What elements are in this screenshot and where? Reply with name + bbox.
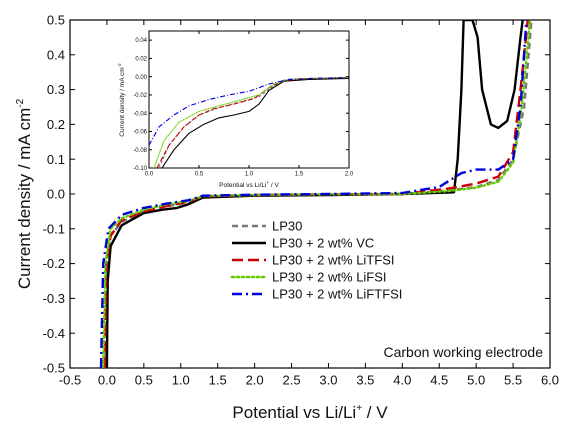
main-x-tick-label: 1.5	[209, 373, 227, 388]
main-y-tick-label: 0.5	[47, 13, 65, 28]
inset-x-tick-label: 0.0	[145, 171, 154, 177]
main-x-tick-label: 2.5	[282, 373, 300, 388]
main-y-tick-label: 0.3	[47, 82, 65, 97]
main-x-tick-label: 4.5	[430, 373, 448, 388]
main-x-tick-label: 6.0	[541, 373, 559, 388]
inset-y-tick-label: 0.04	[135, 38, 147, 44]
inset-y-tick-label: -0.04	[133, 111, 147, 117]
inset-x-axis: 0.0 0.5 1.0 1.5 2.0	[145, 31, 354, 177]
inset-x-tick-label: 2.0	[345, 171, 354, 177]
main-x-tick-label: 1.0	[172, 373, 190, 388]
legend-label-lp30-2-wt-lifsi: LP30 + 2 wt% LiFSI	[272, 270, 387, 285]
main-x-axis-title: Potential vs Li/Li+ / V	[232, 403, 388, 422]
inset-series-group	[149, 77, 349, 168]
legend-label-lp30-2-wt-liftfsi: LP30 + 2 wt% LiFTFSI	[272, 287, 402, 302]
main-y-tick-label: 0.1	[47, 152, 65, 167]
legend-label-lp30-2-wt-litfsi: LP30 + 2 wt% LiTFSI	[272, 253, 394, 268]
main-x-tick-label: 0.0	[98, 373, 116, 388]
main-y-tick-label: -0.1	[43, 221, 65, 236]
main-x-tick-label: 3.0	[319, 373, 337, 388]
legend: LP30 LP30 + 2 wt% VC LP30 + 2 wt% LiTFSI LP…	[230, 219, 402, 302]
inset-series-lp30-2-wt-liftfsi	[149, 77, 349, 146]
main-y-axis: -0.5 -0.4 -0.3 -0.2 -0.1 0.0 0.1 0.2 0.3 0.4 0.5	[43, 13, 550, 376]
inset-x-tick-label: 1.5	[295, 171, 304, 177]
main-x-tick-label: 5.5	[504, 373, 522, 388]
inset-series-lp30-2-wt-vc	[161, 77, 349, 168]
inset-y-tick-label: 0.00	[135, 75, 147, 81]
inset-x-tick-label: 1.0	[245, 171, 254, 177]
inset-y-tick-label: -0.02	[133, 93, 147, 99]
legend-label-lp30-2-wt-vc: LP30 + 2 wt% VC	[272, 236, 374, 251]
main-x-tick-label: 2.0	[246, 373, 264, 388]
main-y-axis-title: Current density / mA cm-2	[15, 98, 34, 289]
inset-y-axis-title: Current density / mA cm-2	[117, 63, 126, 137]
main-series-lp30-2-wt-vc	[105, 20, 524, 368]
main-x-tick-label: -0.5	[59, 373, 81, 388]
main-y-tick-label: 0.0	[47, 187, 65, 202]
inset-x-axis-title: Potential vs Li/Li+ / V	[219, 180, 279, 189]
main-x-axis: -0.5 0.0 0.5 1.0 1.5 2.0 2.5 3.0 3.5 4.0 4.5 5.0 5.5…	[59, 20, 559, 388]
inset-y-tick-label: 0.02	[135, 57, 147, 63]
inset-x-tick-label: 0.5	[195, 171, 204, 177]
main-series-group	[99, 20, 533, 368]
main-x-tick-label: 3.5	[356, 373, 374, 388]
main-y-tick-label: -0.3	[43, 291, 65, 306]
main-series-lp30-2-wt-liftfsi	[99, 20, 528, 368]
main-y-tick-label: 0.4	[47, 47, 65, 62]
main-y-tick-label: -0.2	[43, 256, 65, 271]
main-y-tick-label: -0.5	[43, 361, 65, 376]
main-x-tick-label: 4.0	[393, 373, 411, 388]
legend-label-lp30: LP30	[272, 219, 302, 234]
carbon-working-electrode-annotation: Carbon working electrode	[383, 344, 543, 360]
inset-y-tick-label: -0.06	[133, 130, 147, 136]
inset-y-axis: -0.10 -0.08 -0.06 -0.04 -0.02 0.00 0.02 0.04	[133, 38, 349, 172]
main-x-tick-label: 0.5	[135, 373, 153, 388]
main-y-tick-label: -0.4	[43, 326, 65, 341]
main-x-tick-label: 5.0	[467, 373, 485, 388]
inset-y-tick-label: -0.10	[133, 166, 147, 172]
inset-y-tick-label: -0.08	[133, 148, 147, 154]
main-y-tick-label: 0.2	[47, 117, 65, 132]
